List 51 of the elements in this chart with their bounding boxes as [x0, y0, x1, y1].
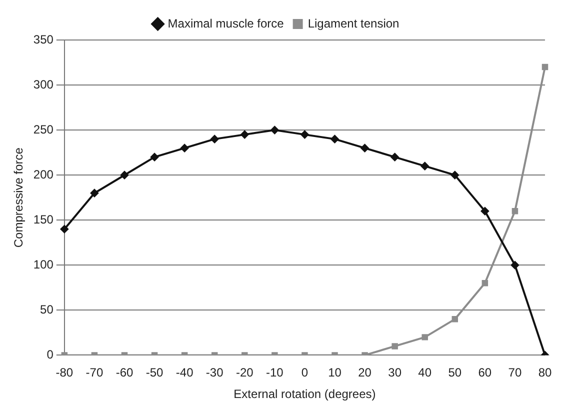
x-tick-label: 30: [388, 366, 402, 380]
point: [90, 189, 98, 198]
x-tick-label: 70: [508, 366, 522, 380]
point: [452, 316, 458, 322]
point: [300, 130, 309, 139]
x-tick-label: -30: [206, 366, 224, 380]
x-tick-label: 0: [301, 366, 308, 380]
point: [392, 343, 398, 350]
x-tick-label: 80: [538, 366, 552, 380]
point: [210, 135, 219, 144]
y-tick-label: 100: [33, 257, 54, 272]
legend-label: Ligament tension: [308, 16, 400, 30]
x-tick-label: -10: [266, 366, 284, 380]
y-tick-label: 0: [46, 348, 54, 362]
x-tick-label: 50: [448, 366, 462, 380]
point: [360, 144, 369, 152]
x-tick-label: -50: [146, 366, 164, 380]
point: [542, 64, 548, 70]
y-tick-label: 150: [33, 212, 54, 226]
y-tick-label: 200: [33, 167, 54, 182]
point: [420, 162, 429, 170]
point: [512, 208, 518, 214]
y-tick-label: 300: [33, 77, 54, 92]
point: [270, 126, 279, 134]
point: [180, 144, 189, 152]
point: [450, 171, 459, 180]
point: [422, 334, 428, 340]
x-tick-label: -60: [116, 366, 134, 380]
y-axis-title: Compressive force: [12, 147, 26, 248]
y-tick-label: 50: [40, 302, 54, 316]
x-tick-label: -70: [86, 366, 104, 380]
point: [390, 153, 399, 162]
x-tick-label: -40: [176, 366, 194, 380]
point: [60, 225, 68, 234]
x-tick-label: 40: [418, 366, 432, 380]
point: [480, 207, 489, 216]
point: [510, 261, 519, 270]
x-axis-title: External rotation (degrees): [234, 387, 376, 402]
point: [330, 135, 339, 144]
y-tick-label: 350: [33, 32, 54, 46]
x-tick-label: -80: [56, 366, 74, 380]
x-tick-label: 10: [328, 366, 342, 380]
y-tick-label: 250: [33, 122, 54, 136]
legend-label: Maximal muscle force: [168, 16, 284, 30]
x-tick-label: -20: [236, 366, 254, 380]
x-tick-label: 20: [358, 366, 372, 380]
point: [150, 153, 159, 162]
point: [120, 171, 128, 180]
point: [240, 130, 249, 139]
x-tick-label: 60: [478, 366, 492, 380]
point: [482, 280, 488, 286]
